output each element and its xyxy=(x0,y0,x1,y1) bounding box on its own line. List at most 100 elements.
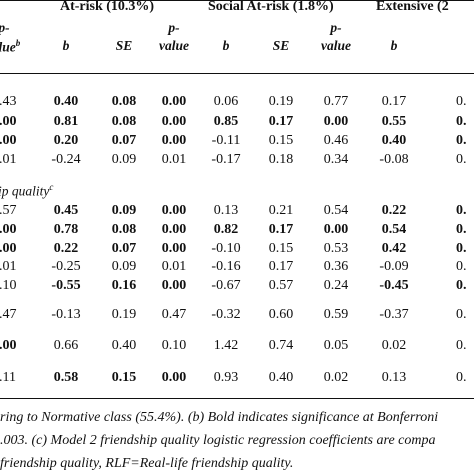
cell-r4-c0: .57 xyxy=(0,203,17,218)
cell-r10-c0: .00 xyxy=(0,338,17,353)
top-rule xyxy=(0,0,474,1)
cell-r9-c4: -0.32 xyxy=(211,307,241,322)
cell-r6-c0: .00 xyxy=(0,241,17,256)
section-label-sup: c xyxy=(49,182,54,192)
subhdr-p-first: p- xyxy=(0,20,10,35)
cell-r5-c6: 0.00 xyxy=(323,222,349,237)
cell-r1-c7: 0.55 xyxy=(381,114,407,129)
cell-r6-c6: 0.53 xyxy=(323,241,349,256)
subhdr-p-atrisk: p- xyxy=(168,20,180,35)
cell-r7-c8: 0. xyxy=(456,259,467,274)
cell-r5-c3: 0.00 xyxy=(161,222,187,237)
cell-r0-c2: 0.08 xyxy=(111,94,137,109)
cell-r11-c2: 0.15 xyxy=(111,370,137,385)
group-header-1: At-risk (10.3%) xyxy=(60,0,155,14)
cell-r1-c2: 0.08 xyxy=(111,114,137,129)
cell-r3-c3: 0.01 xyxy=(161,152,187,167)
cell-r11-c7: 0.13 xyxy=(381,370,407,385)
cell-r3-c4: -0.17 xyxy=(211,152,241,167)
cell-r0-c5: 0.19 xyxy=(268,94,294,109)
cell-r5-c2: 0.08 xyxy=(111,222,137,237)
cell-r1-c0: .00 xyxy=(0,114,17,129)
cell-r7-c7: -0.09 xyxy=(379,259,409,274)
cell-r7-c5: 0.17 xyxy=(268,259,294,274)
cell-r8-c3: 0.00 xyxy=(161,278,187,293)
cell-r5-c0: .00 xyxy=(0,222,17,237)
cell-r3-c7: -0.08 xyxy=(379,152,409,167)
cell-r9-c1: -0.13 xyxy=(51,307,81,322)
cell-r5-c5: 0.17 xyxy=(268,222,294,237)
cell-r1-c1: 0.81 xyxy=(53,114,79,129)
cell-r4-c6: 0.54 xyxy=(323,203,349,218)
cell-r4-c2: 0.09 xyxy=(111,203,137,218)
cell-r2-c2: 0.07 xyxy=(111,133,137,148)
cell-r3-c0: .01 xyxy=(0,152,17,167)
cell-r3-c1: -0.24 xyxy=(51,152,81,167)
header-rule xyxy=(0,73,474,74)
cell-r10-c8: 0. xyxy=(456,338,467,353)
cell-r11-c4: 0.93 xyxy=(213,370,239,385)
cell-r11-c3: 0.00 xyxy=(161,370,187,385)
cell-r7-c1: -0.25 xyxy=(51,259,81,274)
cell-r1-c4: 0.85 xyxy=(213,114,239,129)
cell-r4-c3: 0.00 xyxy=(161,203,187,218)
subhdr-se-social: SE xyxy=(272,38,290,53)
cell-r7-c4: -0.16 xyxy=(211,259,241,274)
cell-r3-c8: 0. xyxy=(456,152,467,167)
cell-r8-c1: -0.55 xyxy=(51,278,81,293)
cell-r9-c8: 0. xyxy=(456,307,467,322)
cell-r6-c1: 0.22 xyxy=(53,241,79,256)
cell-r0-c7: 0.17 xyxy=(381,94,407,109)
cell-r3-c6: 0.34 xyxy=(323,152,349,167)
cell-r7-c2: 0.09 xyxy=(111,259,137,274)
subhdr-p-social: p- xyxy=(330,20,342,35)
cell-r0-c3: 0.00 xyxy=(161,94,187,109)
cell-r2-c3: 0.00 xyxy=(161,133,187,148)
subhdr-se-atrisk: SE xyxy=(115,38,133,53)
cell-r2-c5: 0.15 xyxy=(268,133,294,148)
cell-r10-c3: 0.10 xyxy=(161,338,187,353)
cell-r6-c2: 0.07 xyxy=(111,241,137,256)
cell-r4-c8: 0. xyxy=(456,203,467,218)
cell-r0-c0: .43 xyxy=(0,94,17,109)
cell-r9-c2: 0.19 xyxy=(111,307,137,322)
cell-r11-c5: 0.40 xyxy=(268,370,294,385)
cell-r2-c6: 0.46 xyxy=(323,133,349,148)
cell-r1-c3: 0.00 xyxy=(161,114,187,129)
cell-r6-c7: 0.42 xyxy=(381,241,407,256)
cell-r2-c1: 0.20 xyxy=(53,133,79,148)
cell-r6-c3: 0.00 xyxy=(161,241,187,256)
cell-r9-c6: 0.59 xyxy=(323,307,349,322)
cell-r11-c8: 0. xyxy=(456,370,467,385)
cell-r7-c6: 0.36 xyxy=(323,259,349,274)
cell-r9-c0: .47 xyxy=(0,307,17,322)
cell-r9-c3: 0.47 xyxy=(161,307,187,322)
group-header-2: Social At-risk (1.8%) xyxy=(208,0,334,14)
cell-r3-c5: 0.18 xyxy=(268,152,294,167)
cell-r3-c2: 0.09 xyxy=(111,152,137,167)
cell-r8-c7: -0.45 xyxy=(379,278,409,293)
cell-r0-c6: 0.77 xyxy=(323,94,349,109)
cell-r0-c8: 0. xyxy=(456,94,467,109)
cell-r11-c1: 0.58 xyxy=(53,370,79,385)
footnote-line-3: friendship quality, RLF=Real-life friend… xyxy=(0,456,294,471)
cell-r10-c1: 0.66 xyxy=(53,338,79,353)
subhdr-value-social: value xyxy=(321,38,351,53)
cell-r2-c8: 0. xyxy=(456,133,467,148)
cell-r10-c7: 0.02 xyxy=(381,338,407,353)
cell-r11-c0: .11 xyxy=(0,370,16,385)
cell-r10-c5: 0.74 xyxy=(268,338,294,353)
cell-r8-c0: .10 xyxy=(0,278,17,293)
cell-r2-c7: 0.40 xyxy=(381,133,407,148)
cell-r8-c5: 0.57 xyxy=(268,278,294,293)
cell-r10-c4: 1.42 xyxy=(213,338,239,353)
cell-r4-c5: 0.21 xyxy=(268,203,294,218)
subhdr-value-atrisk: value xyxy=(159,38,189,53)
cell-r6-c5: 0.15 xyxy=(268,241,294,256)
cell-r5-c7: 0.54 xyxy=(381,222,407,237)
cell-r5-c4: 0.82 xyxy=(213,222,239,237)
cell-r8-c2: 0.16 xyxy=(111,278,137,293)
cell-r1-c6: 0.00 xyxy=(323,114,349,129)
cell-r10-c2: 0.40 xyxy=(111,338,137,353)
